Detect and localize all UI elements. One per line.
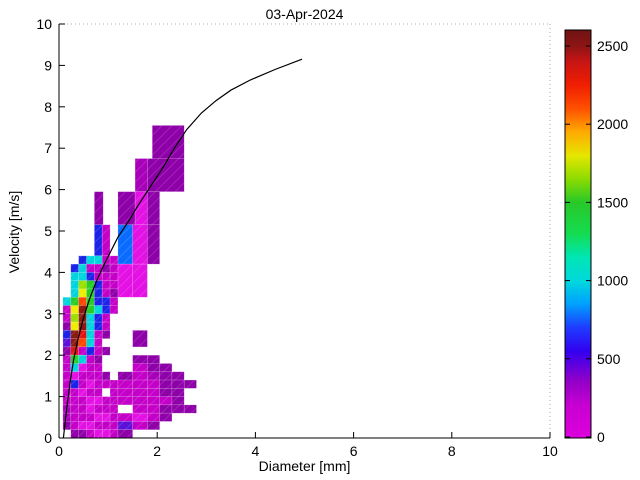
svg-text:2: 2 [44, 347, 52, 363]
colorbar-tick-label: 2500 [597, 38, 628, 54]
terminal-velocity-curve [62, 58, 303, 439]
svg-text:5: 5 [44, 223, 52, 239]
svg-text:4: 4 [252, 443, 260, 459]
heatmap-cells [62, 125, 197, 439]
x-axis-label: Diameter [mm] [258, 458, 351, 474]
svg-text:8: 8 [448, 443, 456, 459]
svg-text:8: 8 [44, 99, 52, 115]
colorbar-tick-label: 500 [597, 351, 621, 367]
svg-text:0: 0 [55, 443, 63, 459]
svg-text:0: 0 [44, 430, 52, 446]
colorbar-tick-label: 2000 [597, 116, 628, 132]
svg-text:4: 4 [44, 264, 52, 280]
svg-text:10: 10 [36, 16, 52, 32]
colorbar: 0 500 1000 1500 2000 2500 [564, 29, 628, 445]
colorbar-tick-label: 0 [597, 429, 605, 445]
plot-title: 03-Apr-2024 [265, 6, 344, 22]
svg-text:2: 2 [153, 443, 161, 459]
svg-text:1: 1 [44, 389, 52, 405]
colorbar-tick-label: 1000 [597, 273, 628, 289]
svg-text:7: 7 [44, 140, 52, 156]
svg-text:3: 3 [44, 306, 52, 322]
svg-text:10: 10 [542, 443, 558, 459]
x-axis-ticks: 0 2 4 6 8 10 [55, 432, 558, 459]
svg-text:6: 6 [44, 182, 52, 198]
svg-text:6: 6 [350, 443, 358, 459]
y-axis-ticks: 0 1 2 3 4 5 6 7 8 9 10 [36, 16, 65, 446]
svg-text:9: 9 [44, 57, 52, 73]
colorbar-tick-label: 1500 [597, 194, 628, 210]
